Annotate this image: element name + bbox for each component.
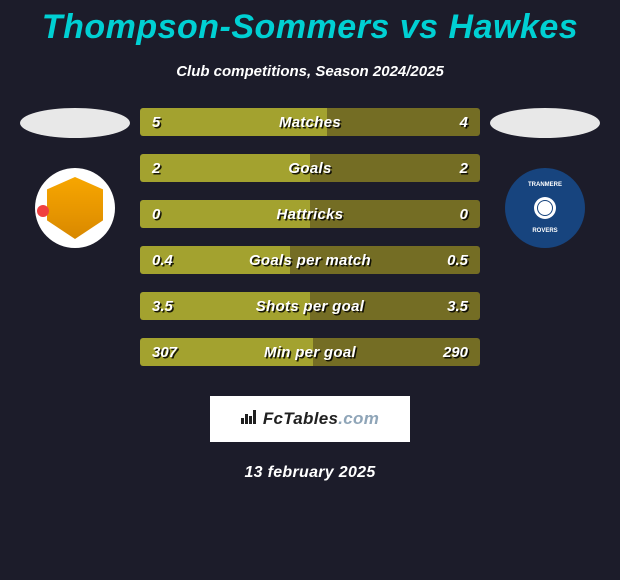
- stat-rows: 54Matches22Goals00Hattricks0.40.5Goals p…: [140, 108, 480, 366]
- stat-left-seg: 3.5: [140, 292, 310, 320]
- stat-right-seg: 290: [313, 338, 480, 366]
- stat-right-value: 0.5: [447, 252, 468, 269]
- comparison-content: 54Matches22Goals00Hattricks0.40.5Goals p…: [0, 80, 620, 366]
- stat-row: 307290Min per goal: [140, 338, 480, 366]
- stat-row: 3.53.5Shots per goal: [140, 292, 480, 320]
- stat-left-value: 0: [152, 206, 160, 223]
- right-player-avatar: [490, 108, 600, 138]
- comparison-date: 13 february 2025: [0, 442, 620, 482]
- stat-row: 0.40.5Goals per match: [140, 246, 480, 274]
- left-club-logo: [35, 168, 115, 248]
- stat-right-value: 0: [460, 206, 468, 223]
- stat-right-seg: 0: [310, 200, 480, 228]
- stat-left-value: 0.4: [152, 252, 173, 269]
- left-player-avatar: [20, 108, 130, 138]
- branding-badge: FcTables.com: [210, 396, 410, 442]
- stat-right-seg: 3.5: [310, 292, 480, 320]
- comparison-subtitle: Club competitions, Season 2024/2025: [0, 47, 620, 80]
- stat-row: 00Hattricks: [140, 200, 480, 228]
- stat-right-value: 3.5: [447, 298, 468, 315]
- stat-left-value: 5: [152, 114, 160, 131]
- stat-left-value: 307: [152, 344, 177, 361]
- branding-text: FcTables.com: [263, 409, 379, 429]
- left-side: [20, 108, 130, 248]
- bar-chart-icon: [241, 410, 257, 428]
- shield-icon: [47, 177, 103, 239]
- stat-left-value: 3.5: [152, 298, 173, 315]
- right-side: TRANMERE ROVERS: [490, 108, 600, 248]
- dot-icon: [37, 205, 49, 217]
- comparison-title: Thompson-Sommers vs Hawkes: [0, 0, 620, 47]
- ball-icon: [534, 197, 556, 219]
- stat-right-value: 290: [443, 344, 468, 361]
- stat-row: 22Goals: [140, 154, 480, 182]
- stat-left-seg: 0.4: [140, 246, 290, 274]
- stat-left-seg: 5: [140, 108, 327, 136]
- club-right-top-text: TRANMERE: [528, 182, 562, 188]
- stat-left-value: 2: [152, 160, 160, 177]
- stat-right-seg: 4: [327, 108, 480, 136]
- stat-right-value: 2: [460, 160, 468, 177]
- stat-row: 54Matches: [140, 108, 480, 136]
- stat-left-seg: 307: [140, 338, 313, 366]
- stat-right-seg: 0.5: [290, 246, 480, 274]
- stat-left-seg: 0: [140, 200, 310, 228]
- stat-right-value: 4: [460, 114, 468, 131]
- right-club-logo: TRANMERE ROVERS: [505, 168, 585, 248]
- stat-right-seg: 2: [310, 154, 480, 182]
- stat-left-seg: 2: [140, 154, 310, 182]
- club-right-bottom-text: ROVERS: [532, 228, 557, 234]
